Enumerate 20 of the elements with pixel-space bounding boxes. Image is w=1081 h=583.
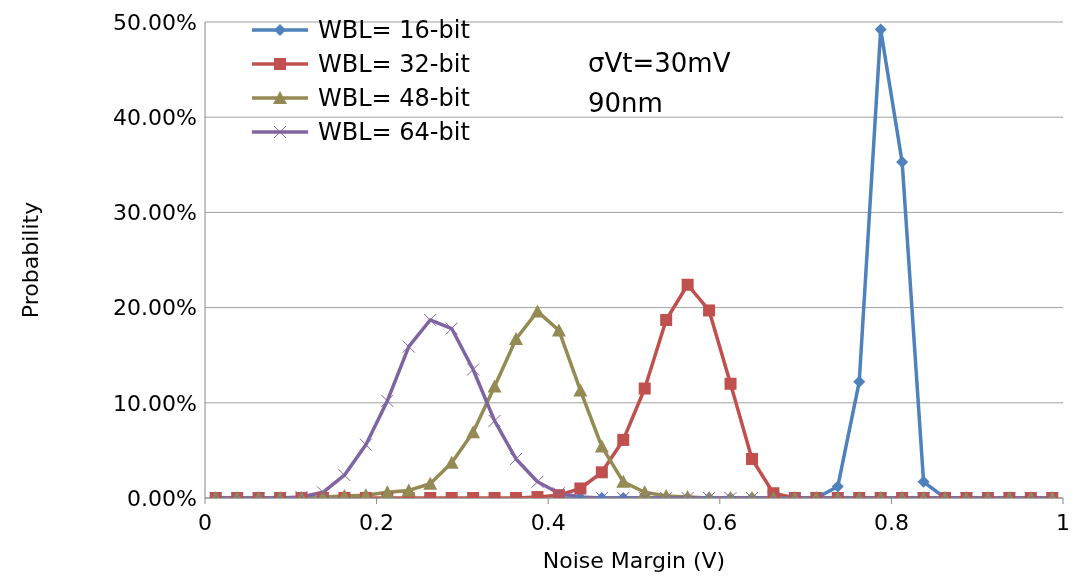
annotation: 90nm [588,88,663,118]
legend-label: WBL= 48-bit [318,84,470,112]
y-tick-label: 30.00% [113,200,197,226]
y-tick-label: 20.00% [113,295,197,321]
x-tick-label: 0.8 [873,509,909,535]
y-axis-title: Probability [17,201,43,319]
y-tick-label: 50.00% [113,9,197,35]
legend-label: WBL= 32-bit [318,50,470,78]
x-tick-label: 0.6 [702,509,738,535]
annotation: σVt=30mV [588,48,731,78]
x-tick-label: 1 [1056,509,1070,535]
x-tick-label: 0 [198,509,212,535]
legend-label: WBL= 16-bit [318,16,470,44]
legend-label: WBL= 64-bit [318,118,470,146]
y-tick-label: 40.00% [113,105,197,131]
x-tick-label: 0.4 [530,509,566,535]
x-tick-label: 0.2 [359,509,395,535]
y-tick-label: 10.00% [113,390,197,416]
y-tick-label: 0.00% [127,485,197,511]
x-axis-title: Noise Margin (V) [542,548,726,573]
